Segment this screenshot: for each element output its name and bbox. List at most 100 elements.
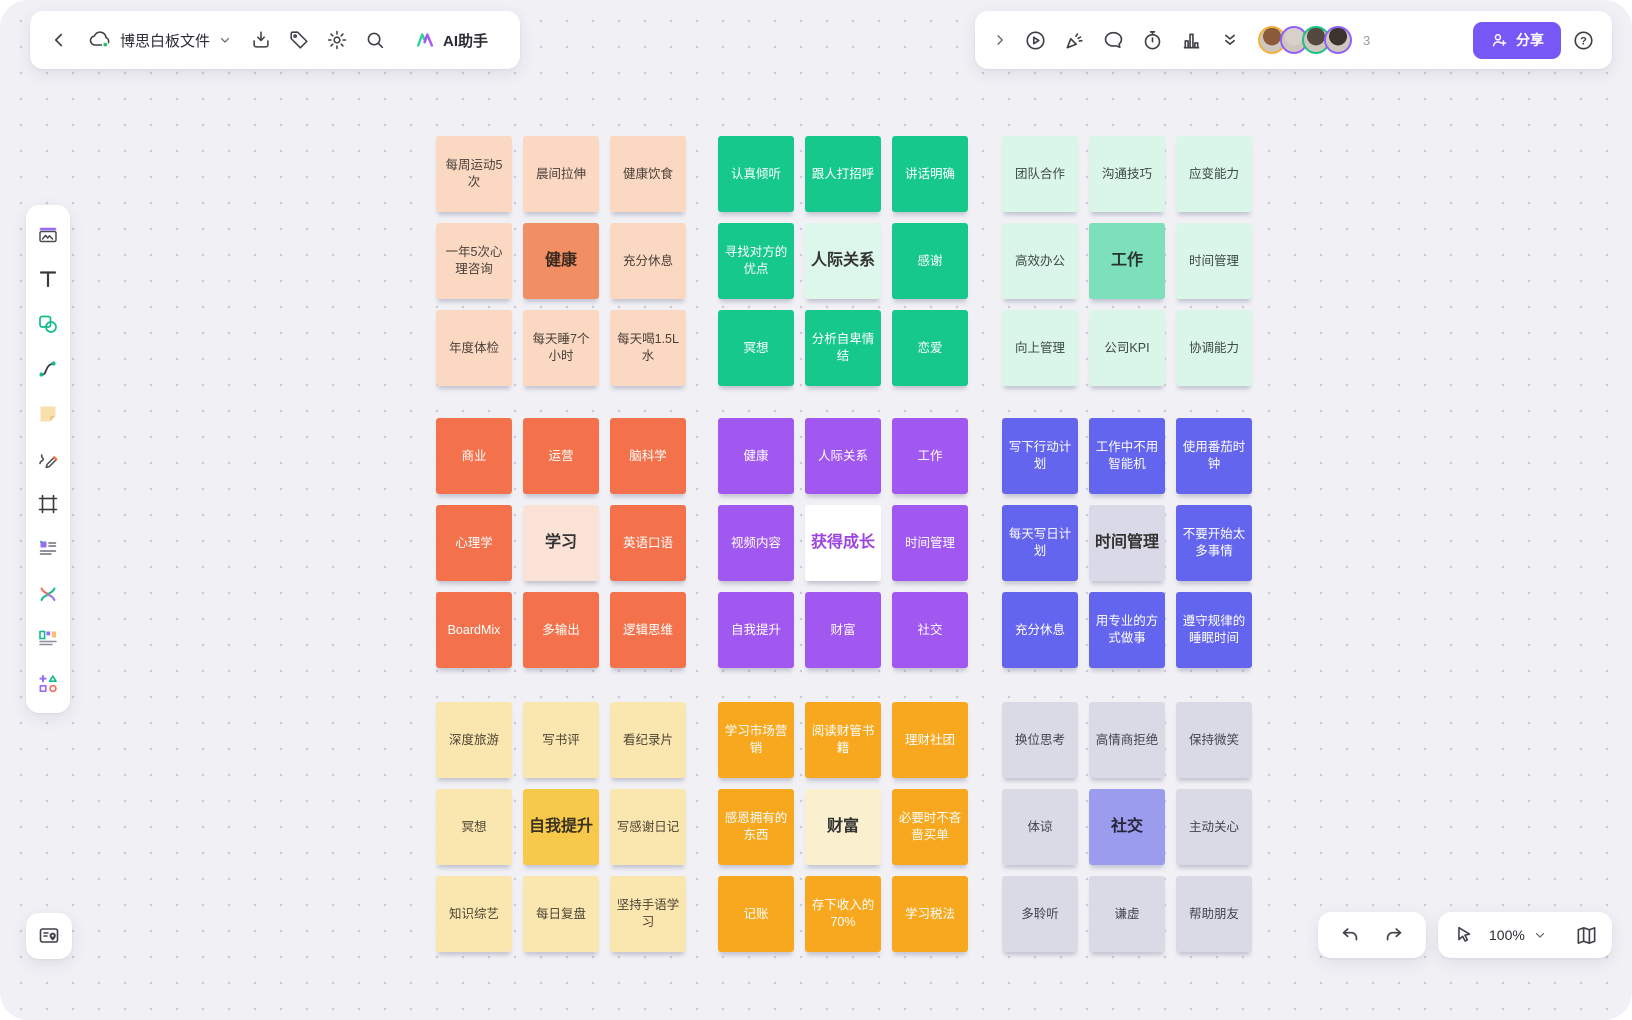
sticky-note[interactable]: 理财社团 [892,702,968,778]
sticky-note[interactable]: 一年5次心理咨询 [436,223,512,299]
sticky-note[interactable]: 每天睡7个小时 [523,310,599,386]
topic-note[interactable]: 自我提升 [523,789,599,865]
ai-assistant-button[interactable]: AI助手 [404,23,498,57]
expand-toolbar-button[interactable] [987,23,1013,57]
sticky-note[interactable]: 谦虚 [1089,876,1165,952]
sticky-note[interactable]: 沟通技巧 [1089,136,1165,212]
sticky-note[interactable]: 冥想 [436,789,512,865]
sticky-note[interactable]: 每天写日计划 [1002,505,1078,581]
sticky-note[interactable]: 公司KPI [1089,310,1165,386]
sticky-note[interactable]: 视频内容 [718,505,794,581]
sticky-note[interactable]: 感谢 [892,223,968,299]
sticky-note[interactable]: 认真倾听 [718,136,794,212]
sticky-note[interactable]: 帮助朋友 [1176,876,1252,952]
sticky-note[interactable]: 用专业的方式做事 [1089,592,1165,668]
sticky-note[interactable]: 健康饮食 [610,136,686,212]
avatar[interactable] [1324,26,1352,54]
sticky-note[interactable]: 自我提升 [718,592,794,668]
sticky-note[interactable]: 学习市场营销 [718,702,794,778]
sticky-note[interactable]: 高效办公 [1002,223,1078,299]
sticky-note[interactable]: 写书评 [523,702,599,778]
sticky-note[interactable]: 运营 [523,418,599,494]
back-button[interactable] [42,23,76,57]
sticky-note[interactable]: 社交 [892,592,968,668]
sticky-note[interactable]: 协调能力 [1176,310,1252,386]
sticky-note[interactable]: 写感谢日记 [610,789,686,865]
sticky-note[interactable]: 英语口语 [610,505,686,581]
sticky-note[interactable]: 应变能力 [1176,136,1252,212]
sticky-note[interactable]: 深度旅游 [436,702,512,778]
sticky-note[interactable]: 跟人打招呼 [805,136,881,212]
tool-table[interactable] [32,623,64,655]
undo-button[interactable] [1333,918,1367,952]
sticky-note[interactable]: 坚持手语学习 [610,876,686,952]
topic-note[interactable]: 时间管理 [1089,505,1165,581]
sticky-note[interactable]: 心理学 [436,505,512,581]
sticky-note[interactable]: 晨间拉伸 [523,136,599,212]
search-button[interactable] [358,23,392,57]
sticky-note[interactable]: 不要开始太多事情 [1176,505,1252,581]
tool-connector[interactable] [32,353,64,385]
present-button[interactable] [1018,23,1052,57]
share-button[interactable]: 分享 [1473,21,1561,59]
help-button[interactable]: ? [1566,23,1600,57]
sticky-note[interactable]: 知识综艺 [436,876,512,952]
sticky-note[interactable]: 多输出 [523,592,599,668]
sticky-note[interactable]: BoardMix [436,592,512,668]
topic-note[interactable]: 工作 [1089,223,1165,299]
topic-note[interactable]: 财富 [805,789,881,865]
select-cursor-button[interactable] [1447,918,1481,952]
sticky-note[interactable]: 财富 [805,592,881,668]
sticky-note[interactable]: 感恩拥有的东西 [718,789,794,865]
sticky-note[interactable]: 记账 [718,876,794,952]
sticky-note[interactable]: 存下收入的70% [805,876,881,952]
sticky-note[interactable]: 写下行动计划 [1002,418,1078,494]
sticky-note[interactable]: 主动关心 [1176,789,1252,865]
topic-note[interactable]: 学习 [523,505,599,581]
topic-note[interactable]: 人际关系 [805,223,881,299]
sticky-note[interactable]: 时间管理 [1176,223,1252,299]
tool-document[interactable] [32,533,64,565]
sticky-note[interactable]: 工作中不用智能机 [1089,418,1165,494]
timer-button[interactable] [1135,23,1169,57]
sticky-note[interactable]: 讲话明确 [892,136,968,212]
sticky-note[interactable]: 学习税法 [892,876,968,952]
sticky-note[interactable]: 脑科学 [610,418,686,494]
sticky-note[interactable]: 充分休息 [610,223,686,299]
zoom-dropdown-button[interactable] [1529,918,1551,952]
tool-more-shapes[interactable] [32,668,64,700]
sticky-note[interactable]: 高情商拒绝 [1089,702,1165,778]
sticky-note[interactable]: 年度体检 [436,310,512,386]
sticky-note[interactable]: 保持微笑 [1176,702,1252,778]
sticky-note[interactable]: 向上管理 [1002,310,1078,386]
sticky-note[interactable]: 分析自卑情结 [805,310,881,386]
sticky-note[interactable]: 充分休息 [1002,592,1078,668]
tool-templates[interactable] [32,218,64,250]
sticky-note[interactable]: 时间管理 [892,505,968,581]
laser-pointer-button[interactable] [1057,23,1091,57]
sticky-note[interactable]: 团队合作 [1002,136,1078,212]
chart-button[interactable] [1174,23,1208,57]
comment-button[interactable] [1096,23,1130,57]
sticky-note[interactable]: 阅读财管书籍 [805,702,881,778]
tool-shapes[interactable] [32,308,64,340]
topic-note[interactable]: 社交 [1089,789,1165,865]
sticky-note[interactable]: 逻辑思维 [610,592,686,668]
sticky-note[interactable]: 商业 [436,418,512,494]
sticky-note[interactable]: 看纪录片 [610,702,686,778]
sticky-note[interactable]: 使用番茄时钟 [1176,418,1252,494]
collapse-button[interactable] [1213,23,1247,57]
sticky-note[interactable]: 必要时不吝啬买单 [892,789,968,865]
sticky-note[interactable]: 多聆听 [1002,876,1078,952]
sticky-note[interactable]: 工作 [892,418,968,494]
tool-text[interactable] [32,263,64,295]
sticky-note[interactable]: 遵守规律的睡眠时间 [1176,592,1252,668]
sticky-note[interactable]: 换位思考 [1002,702,1078,778]
minimap-toggle-button[interactable] [1569,918,1603,952]
sticky-note[interactable]: 寻找对方的优点 [718,223,794,299]
topic-note[interactable]: 健康 [523,223,599,299]
sticky-note[interactable]: 每日复盘 [523,876,599,952]
tag-button[interactable] [282,23,316,57]
zoom-level[interactable]: 100% [1489,927,1525,943]
